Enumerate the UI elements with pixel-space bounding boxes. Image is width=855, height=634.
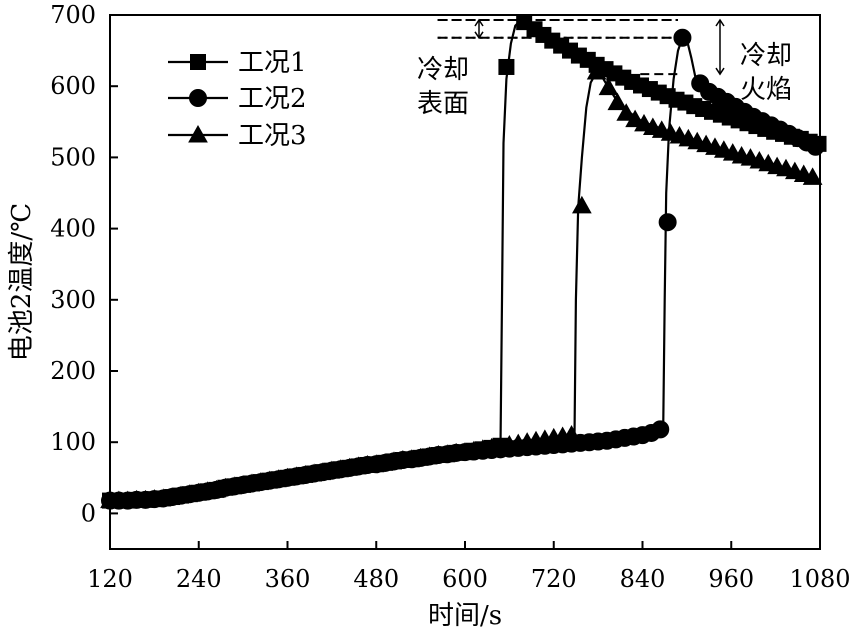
legend-label: 工况3 [238,121,307,151]
flame-gap-arrow-head-bottom [715,67,725,76]
x-axis-label: 时间/s [428,601,502,631]
y-tick-label: 400 [50,215,96,243]
legend-label: 工况1 [238,48,307,78]
legend-label: 工况2 [238,84,307,114]
annotation-line: 火焰 [740,75,792,105]
annotation-line: 冷却 [740,41,792,71]
x-tick-label: 360 [265,565,311,593]
legend-marker [190,54,206,70]
legend-marker [188,124,208,143]
series-line-3 [109,70,821,502]
flame-gap-arrow-head-top [715,18,725,27]
y-axis-label: 电池2温度/℃ [7,203,37,361]
tick-labels: 120 240 360 480 600 720 840 960 1080 0 100 200 300 40… [50,1,850,593]
data-point-series-3 [586,61,607,80]
x-tick-label: 240 [176,565,222,593]
data-point-series-2 [806,137,825,156]
y-tick-label: 700 [50,1,96,29]
data-point-series-2 [658,213,677,232]
annotation-line: 表面 [417,89,469,119]
x-tick-label: 480 [353,565,399,593]
legend: 工况1 工况2 工况3 [168,48,307,151]
x-tick-label: 600 [442,565,488,593]
x-tick-label: 1080 [789,565,850,593]
x-tick-label: 120 [87,565,133,593]
y-tick-label: 100 [50,428,96,456]
reference-lines [437,18,678,76]
annotation-line: 冷却 [417,55,469,85]
data-point-series-3 [616,103,637,121]
x-tick-label: 840 [620,565,666,593]
y-tick-label: 500 [50,143,96,171]
data-point-series-3 [571,195,592,214]
data-point-series-3 [607,92,628,111]
legend-marker [189,89,207,107]
data-point-series-3 [802,167,823,185]
y-tick-label: 200 [50,357,96,385]
x-tick-label: 960 [708,565,754,593]
surface-gap-arrow-head-top [474,18,484,27]
y-tick-label: 300 [50,286,96,314]
data-point-series-3 [598,77,619,96]
axis-ticks [109,14,821,549]
y-tick-label: 600 [50,72,96,100]
data-point-series-2 [673,28,692,47]
data-point-series-1 [498,58,515,75]
x-tick-label: 720 [531,565,577,593]
series-markers [100,14,827,510]
surface-gap-arrow-head-bottom [474,31,484,40]
data-point-series-3 [561,425,582,443]
y-tick-label: 0 [81,499,96,527]
data-point-series-2 [651,420,670,439]
